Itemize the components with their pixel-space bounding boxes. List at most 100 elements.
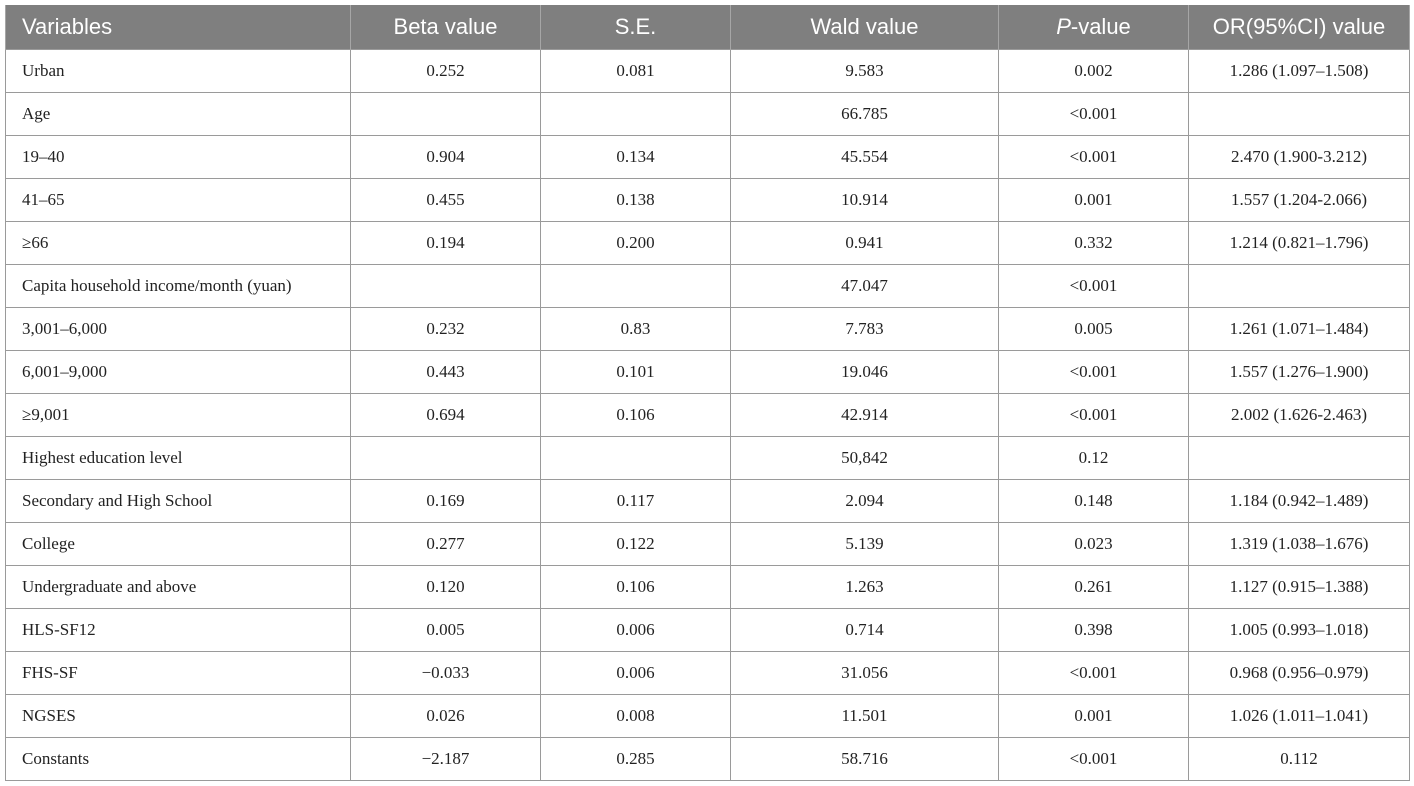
or-ci-cell: 1.026 (1.011–1.041) — [1188, 694, 1410, 738]
variable-cell: HLS-SF12 — [5, 608, 351, 652]
or-ci-cell: 1.557 (1.276–1.900) — [1188, 350, 1410, 394]
table-row: 41–65 0.455 0.138 10.914 0.001 1.557 (1.204-2… — [5, 178, 1410, 222]
variable-cell: Constants — [5, 737, 351, 781]
beta-value-cell: 0.694 — [350, 393, 541, 437]
header-se: S.E. — [540, 5, 731, 50]
beta-value-cell: 0.169 — [350, 479, 541, 523]
variable-cell: Highest education level — [5, 436, 351, 480]
p-value-cell: <0.001 — [998, 264, 1189, 308]
p-value-cell: 0.002 — [998, 49, 1189, 93]
wald-value-cell: 47.047 — [730, 264, 999, 308]
se-cell — [540, 436, 731, 480]
beta-value-cell: 0.194 — [350, 221, 541, 265]
table-row: 3,001–6,000 0.232 0.83 7.783 0.005 1.261 (1.0… — [5, 307, 1410, 351]
variable-cell: 3,001–6,000 — [5, 307, 351, 351]
wald-value-cell: 31.056 — [730, 651, 999, 695]
header-beta-value: Beta value — [350, 5, 541, 50]
se-cell: 0.008 — [540, 694, 731, 738]
se-cell: 0.134 — [540, 135, 731, 179]
variable-cell: 19–40 — [5, 135, 351, 179]
beta-value-cell — [350, 92, 541, 136]
wald-value-cell: 58.716 — [730, 737, 999, 781]
beta-value-cell: 0.904 — [350, 135, 541, 179]
or-ci-cell: 1.261 (1.071–1.484) — [1188, 307, 1410, 351]
p-value-cell: <0.001 — [998, 737, 1189, 781]
or-ci-cell: 2.002 (1.626-2.463) — [1188, 393, 1410, 437]
wald-value-cell: 0.714 — [730, 608, 999, 652]
header-wald-value: Wald value — [730, 5, 999, 50]
beta-value-cell: −2.187 — [350, 737, 541, 781]
or-ci-cell — [1188, 92, 1410, 136]
or-ci-cell — [1188, 436, 1410, 480]
variable-cell: Capita household income/month (yuan) — [5, 264, 351, 308]
variable-cell: NGSES — [5, 694, 351, 738]
variable-cell: 6,001–9,000 — [5, 350, 351, 394]
se-cell: 0.122 — [540, 522, 731, 566]
p-value-cell: <0.001 — [998, 350, 1189, 394]
variable-cell: Secondary and High School — [5, 479, 351, 523]
se-cell: 0.106 — [540, 393, 731, 437]
wald-value-cell: 19.046 — [730, 350, 999, 394]
variable-cell: Age — [5, 92, 351, 136]
wald-value-cell: 50,842 — [730, 436, 999, 480]
beta-value-cell: 0.252 — [350, 49, 541, 93]
or-ci-cell: 1.286 (1.097–1.508) — [1188, 49, 1410, 93]
table-row: ≥66 0.194 0.200 0.941 0.332 1.214 (0.821–1.79… — [5, 221, 1410, 265]
header-or-ci-value: OR(95%CI) value — [1188, 5, 1410, 50]
p-value-cell: 0.332 — [998, 221, 1189, 265]
wald-value-cell: 9.583 — [730, 49, 999, 93]
beta-value-cell — [350, 436, 541, 480]
table-row: HLS-SF12 0.005 0.006 0.714 0.398 1.005 (0.993… — [5, 608, 1410, 652]
beta-value-cell: 0.005 — [350, 608, 541, 652]
wald-value-cell: 1.263 — [730, 565, 999, 609]
or-ci-cell: 1.214 (0.821–1.796) — [1188, 221, 1410, 265]
se-cell — [540, 264, 731, 308]
wald-value-cell: 42.914 — [730, 393, 999, 437]
or-ci-cell: 0.112 — [1188, 737, 1410, 781]
wald-value-cell: 45.554 — [730, 135, 999, 179]
se-cell: 0.006 — [540, 608, 731, 652]
or-ci-cell — [1188, 264, 1410, 308]
p-value-cell: 0.001 — [998, 178, 1189, 222]
p-value-cell: 0.398 — [998, 608, 1189, 652]
header-variables: Variables — [5, 5, 351, 50]
regression-table: Variables Beta value S.E. Wald value P-v… — [5, 5, 1410, 781]
se-cell — [540, 92, 731, 136]
variable-cell: 41–65 — [5, 178, 351, 222]
p-value-cell: 0.005 — [998, 307, 1189, 351]
se-cell: 0.285 — [540, 737, 731, 781]
header-p-value-italic: P — [1056, 14, 1071, 39]
table-header: Variables Beta value S.E. Wald value P-v… — [5, 5, 1410, 50]
table-row: Age 66.785 <0.001 — [5, 92, 1410, 136]
header-p-value-rest: -value — [1070, 14, 1131, 39]
or-ci-cell: 1.005 (0.993–1.018) — [1188, 608, 1410, 652]
beta-value-cell: 0.455 — [350, 178, 541, 222]
or-ci-cell: 1.557 (1.204-2.066) — [1188, 178, 1410, 222]
wald-value-cell: 10.914 — [730, 178, 999, 222]
p-value-cell: 0.12 — [998, 436, 1189, 480]
se-cell: 0.106 — [540, 565, 731, 609]
p-value-cell: <0.001 — [998, 135, 1189, 179]
se-cell: 0.117 — [540, 479, 731, 523]
variable-cell: Urban — [5, 49, 351, 93]
beta-value-cell: −0.033 — [350, 651, 541, 695]
p-value-cell: <0.001 — [998, 651, 1189, 695]
beta-value-cell — [350, 264, 541, 308]
p-value-cell: 0.023 — [998, 522, 1189, 566]
beta-value-cell: 0.443 — [350, 350, 541, 394]
wald-value-cell: 2.094 — [730, 479, 999, 523]
p-value-cell: 0.001 — [998, 694, 1189, 738]
table-row: 19–40 0.904 0.134 45.554 <0.001 2.470 (1.900-… — [5, 135, 1410, 179]
se-cell: 0.200 — [540, 221, 731, 265]
table-row: College 0.277 0.122 5.139 0.023 1.319 (1.038–… — [5, 522, 1410, 566]
variable-cell: FHS-SF — [5, 651, 351, 695]
wald-value-cell: 11.501 — [730, 694, 999, 738]
table-row: ≥9,001 0.694 0.106 42.914 <0.001 2.002 (1.626… — [5, 393, 1410, 437]
table-row: Secondary and High School 0.169 0.117 2.094… — [5, 479, 1410, 523]
se-cell: 0.101 — [540, 350, 731, 394]
header-row: Variables Beta value S.E. Wald value P-v… — [5, 5, 1410, 50]
wald-value-cell: 5.139 — [730, 522, 999, 566]
table-row: Capita household income/month (yuan) 47.0… — [5, 264, 1410, 308]
p-value-cell: 0.261 — [998, 565, 1189, 609]
se-cell: 0.83 — [540, 307, 731, 351]
